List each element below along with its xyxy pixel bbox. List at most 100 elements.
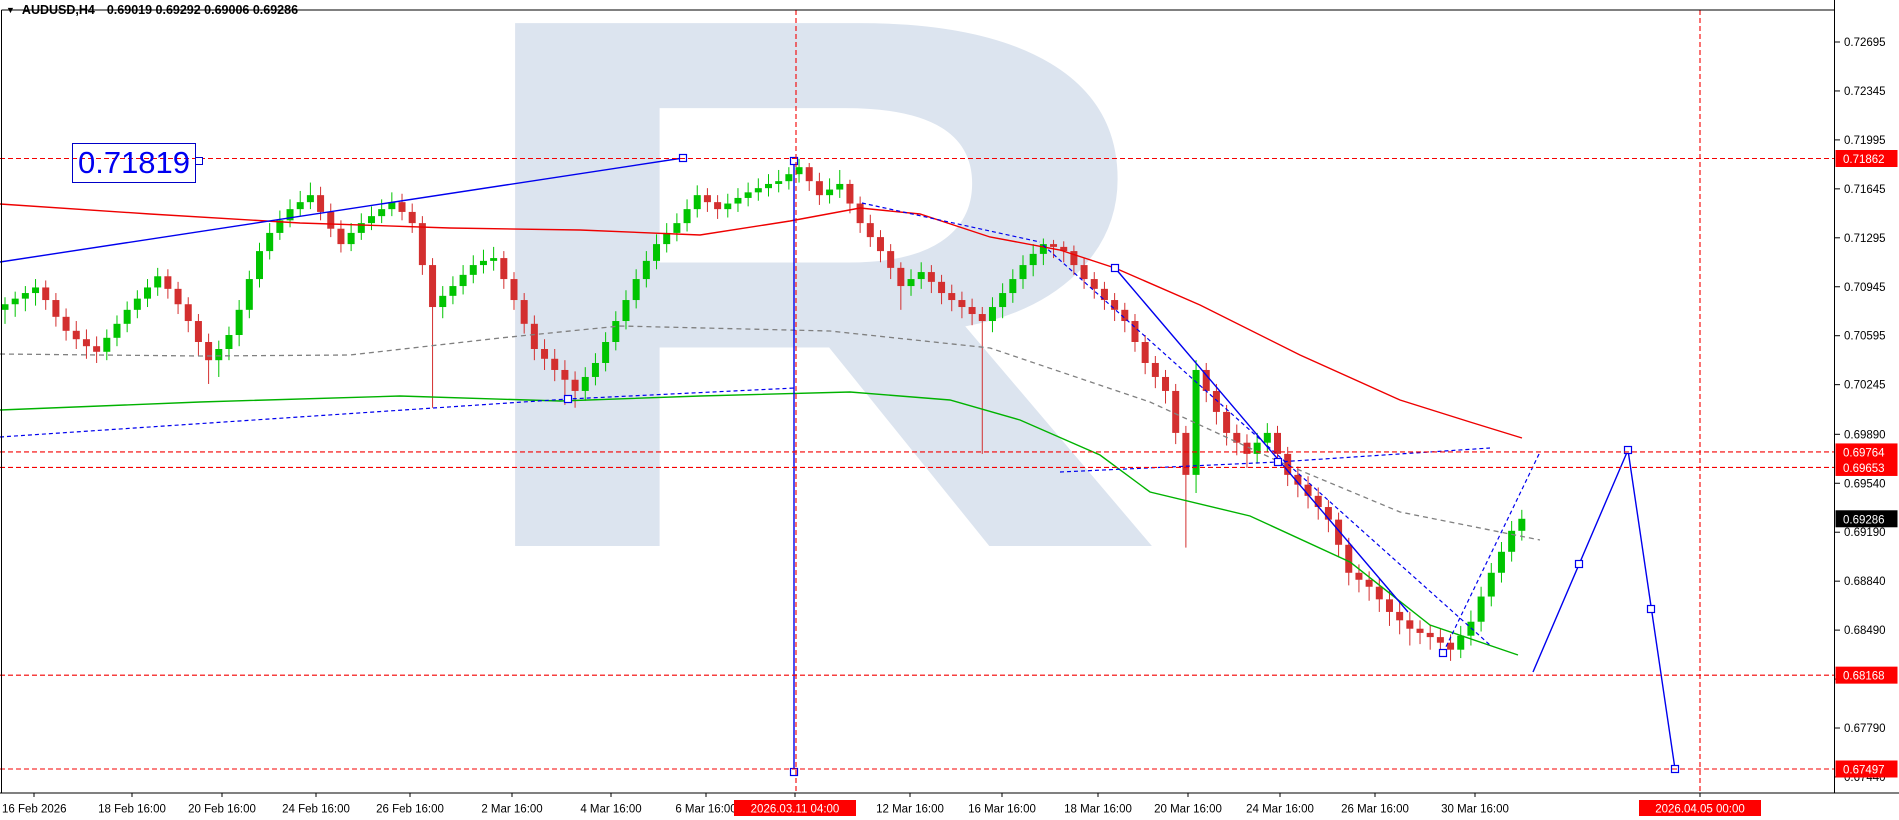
price-marker-badge: 0.68168 <box>1835 666 1898 684</box>
price-tick-label: 0.72695 <box>1844 37 1886 49</box>
candle-body <box>795 167 803 175</box>
long-support-dashed[interactable] <box>0 387 796 438</box>
annotation-handle-square[interactable] <box>563 394 573 404</box>
candle-body <box>1345 544 1353 573</box>
candle-body <box>1009 279 1017 294</box>
annotation-handle-square[interactable] <box>1574 559 1584 569</box>
time-tick-label: 2 Mar 16:00 <box>481 804 542 816</box>
price-marker-badge-label: 0.71862 <box>1843 154 1885 166</box>
time-marker-badge <box>734 800 856 816</box>
price-annotation-callout[interactable]: 0.71819 <box>72 143 196 183</box>
candle-body <box>551 358 559 370</box>
candle-body <box>1335 519 1343 545</box>
time-tick-label: 6 Mar 16:00 <box>675 804 736 816</box>
candle-body <box>581 376 589 391</box>
projection-riser-dashed[interactable] <box>1442 451 1541 654</box>
price-marker-badge-label: 0.68168 <box>1843 671 1885 683</box>
candle-body <box>1274 432 1281 454</box>
candle-body <box>856 203 864 224</box>
candle-body <box>1 304 9 310</box>
price-tick-label: 0.71645 <box>1844 184 1886 196</box>
annotation-handle-square[interactable] <box>1646 604 1656 614</box>
downtrend-impulse-line[interactable] <box>1114 267 1409 613</box>
candle-body <box>256 251 263 280</box>
ma-green-line <box>0 391 1519 656</box>
candle-body <box>1324 507 1332 520</box>
candle-body <box>1477 596 1485 622</box>
candle-body <box>775 181 783 184</box>
time-tick-label: 4 Mar 16:00 <box>580 804 641 816</box>
price-axis-area <box>1835 0 1899 820</box>
candle-body <box>133 298 141 310</box>
candle-body <box>714 202 722 210</box>
candle-body <box>1090 279 1098 289</box>
annotation-handle-square[interactable] <box>195 157 203 165</box>
candle-body <box>1151 362 1159 377</box>
price-tick-label: 0.70595 <box>1844 331 1886 343</box>
annotation-handle-square[interactable] <box>1110 263 1120 273</box>
candle-body <box>1457 635 1465 650</box>
candle-body <box>1100 288 1108 301</box>
time-marker-badge <box>1639 800 1761 816</box>
candle-body <box>653 244 661 261</box>
time-tick-label: 26 Mar 16:00 <box>1341 804 1409 816</box>
candle-body <box>1447 642 1455 650</box>
candle-body <box>866 223 874 238</box>
price-marker-badge: 0.69653 <box>1835 458 1898 476</box>
time-tick-label: 16 Mar 16:00 <box>968 804 1036 816</box>
candle-body <box>1426 632 1434 638</box>
candle-body <box>530 323 538 349</box>
candle-body <box>21 293 29 299</box>
candle-body <box>1019 265 1027 280</box>
candle-body <box>276 220 284 233</box>
candle-body <box>490 258 498 261</box>
annotation-handle-square[interactable] <box>1623 445 1633 455</box>
candle-body <box>765 183 772 189</box>
price-tick-label: 0.72345 <box>1844 86 1886 98</box>
candle-body <box>1182 432 1190 475</box>
candle-body <box>32 287 40 294</box>
candle-body <box>1223 411 1231 433</box>
price-marker-badge-label: 0.67497 <box>1843 764 1885 776</box>
steep-channel-dashed[interactable] <box>1042 244 1491 646</box>
uptrend-line[interactable] <box>0 157 684 263</box>
candle-body <box>1060 246 1068 252</box>
candle-body <box>1111 300 1119 310</box>
time-tick-label: 18 Mar 16:00 <box>1064 804 1132 816</box>
candle-body <box>612 321 620 342</box>
candle-body <box>1029 253 1037 266</box>
annotation-handle-square[interactable] <box>1438 648 1448 658</box>
candle-body <box>1304 484 1312 496</box>
price-tick-label: 0.68490 <box>1844 625 1886 637</box>
peak-connector-dashed[interactable] <box>861 202 1041 243</box>
candle-body <box>1385 599 1393 612</box>
annotation-handle-square[interactable] <box>789 156 799 166</box>
candle-body <box>93 346 101 352</box>
candle-body <box>1314 495 1322 508</box>
candle-body <box>286 209 294 221</box>
time-tick-label: 2026.03.11 04:00 <box>751 804 840 816</box>
candle-body <box>154 276 162 288</box>
candle-body <box>42 287 50 301</box>
candle-body <box>907 279 915 287</box>
candle-body <box>1070 251 1078 266</box>
time-tick-label: 26 Feb 16:00 <box>376 804 444 816</box>
candle-body <box>938 281 946 294</box>
candle-body <box>1192 369 1200 475</box>
candle-body <box>1284 453 1292 475</box>
candle-body <box>62 316 70 331</box>
candle-body <box>999 293 1007 308</box>
annotation-handle-square[interactable] <box>1273 457 1283 467</box>
candle-body <box>1080 265 1088 280</box>
candle-body <box>958 300 966 308</box>
candle-body <box>144 287 152 299</box>
candle-body <box>398 202 406 212</box>
candle-body <box>174 288 182 305</box>
candle-body <box>1212 390 1220 412</box>
candle-body <box>744 192 752 198</box>
candle-body <box>673 223 681 233</box>
time-tick-label: 20 Feb 16:00 <box>188 804 256 816</box>
time-tick-label: 16 Feb 2026 <box>2 804 67 816</box>
candle-body <box>367 216 375 224</box>
